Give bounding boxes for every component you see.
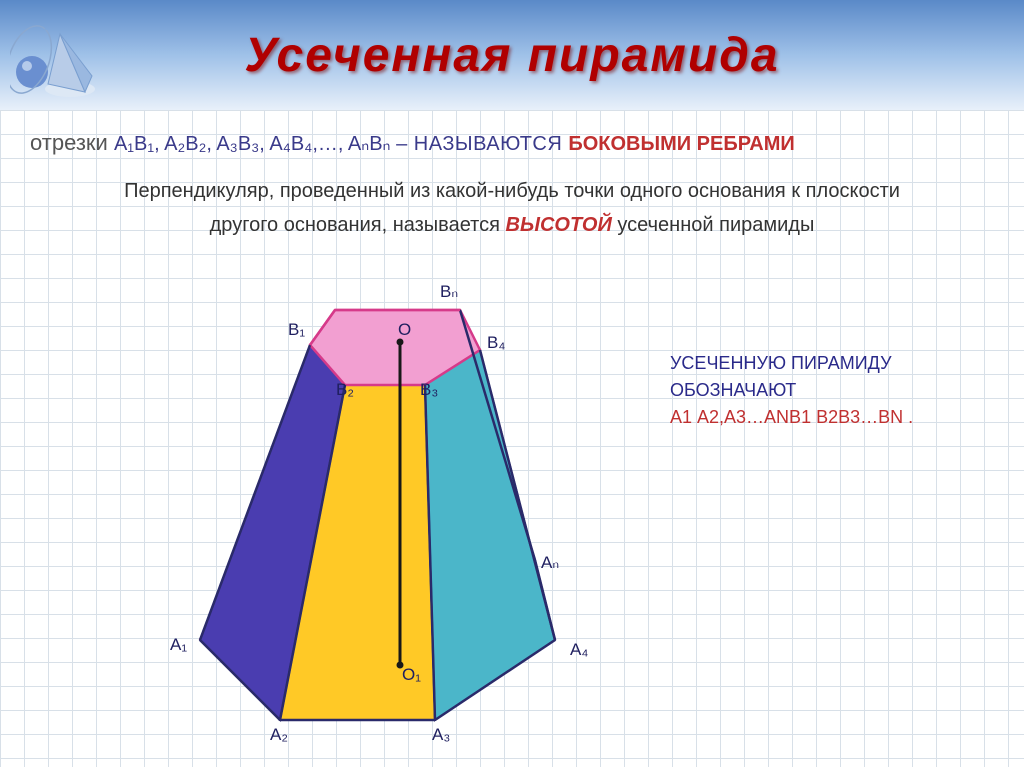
label-A3: A₃ [432,725,450,745]
label-B2: B₂ [336,380,354,400]
label-B3: B₃ [420,380,438,400]
note-l3: А1 А2,А3…АNВ1 В2В3…ВN . [670,404,990,431]
segment-list: A₁B₁, A₂B₂, A₃B₃, A₄B₄,…, AₙBₙ [114,133,391,155]
diagram: УСЕЧЕННУЮ ПИРАМИДУ ОБОЗНАЧАЮТ А1 А2,А3…А… [0,270,1024,770]
height-term: ВЫСОТОЙ [506,214,612,236]
label-An: Aₙ [541,553,559,573]
label-A4: A₄ [570,640,588,660]
page-title: Усеченная пирамида [244,28,779,83]
height-def-pre: другого основания, называется [210,214,506,236]
label-Bn: Bₙ [440,282,458,302]
frustum-svg [0,270,1024,770]
header: Усеченная пирамида [0,0,1024,110]
note-l1: УСЕЧЕННУЮ ПИРАМИДУ [670,350,990,377]
label-B1: B₁ [288,320,305,340]
content: отрезки A₁B₁, A₂B₂, A₃B₃, A₄B₄,…, AₙBₙ –… [0,110,1024,242]
lead-word: отрезки [30,130,114,155]
label-O: O [398,320,411,340]
height-def-post: усеченной пирамиды [617,214,814,236]
height-def-line2: другого основания, называется ВЫСОТОЙ ус… [30,208,994,242]
label-O1: O₁ [402,665,421,685]
called-text: – НАЗЫВАЮТСЯ [396,133,568,155]
notation-note: УСЕЧЕННУЮ ПИРАМИДУ ОБОЗНАЧАЮТ А1 А2,А3…А… [670,350,990,431]
label-A1: A₁ [170,635,187,655]
label-A2: A₂ [270,725,288,745]
label-B4: B₄ [487,333,505,353]
height-def-line1: Перпендикуляр, проведенный из какой-нибу… [30,174,994,208]
header-icon [10,14,100,104]
lateral-edges-term: БОКОВЫМИ РЕБРАМИ [568,133,794,155]
note-l2: ОБОЗНАЧАЮТ [670,377,990,404]
lateral-edges-def: отрезки A₁B₁, A₂B₂, A₃B₃, A₄B₄,…, AₙBₙ –… [30,130,994,156]
